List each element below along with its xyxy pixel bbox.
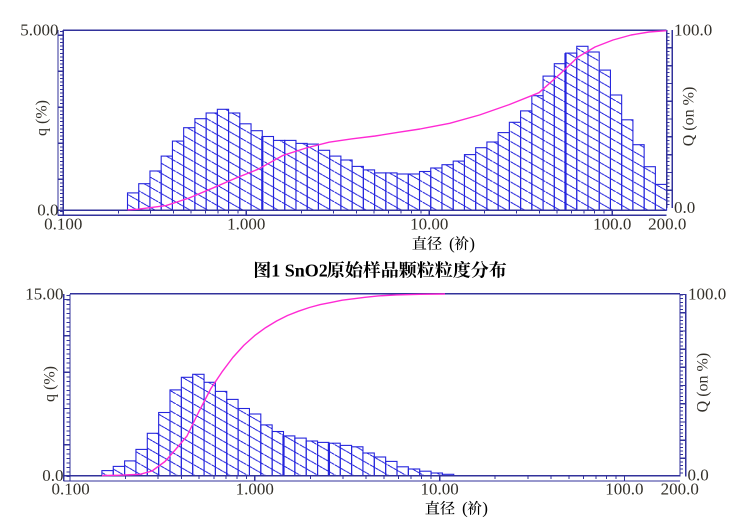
svg-text:100.0: 100.0 <box>674 21 712 40</box>
svg-text:(: ( <box>449 234 455 253</box>
svg-text:q (%): q (%) <box>41 366 58 402</box>
svg-text:): ) <box>482 499 488 518</box>
svg-text:1 SnO2: 1 SnO2 <box>271 260 328 280</box>
svg-text:Q (on %): Q (on %) <box>694 353 711 413</box>
svg-text:200.0: 200.0 <box>648 215 686 234</box>
svg-text:10.00: 10.00 <box>410 215 448 234</box>
svg-text:q (%): q (%) <box>33 100 50 136</box>
svg-text:0.0: 0.0 <box>37 201 58 220</box>
svg-text:): ) <box>469 234 475 253</box>
svg-text:0.100: 0.100 <box>44 215 82 234</box>
svg-text:0.0: 0.0 <box>674 198 695 217</box>
svg-text:1.000: 1.000 <box>236 480 274 499</box>
svg-text:15.00: 15.00 <box>25 284 63 303</box>
svg-text:200.0: 200.0 <box>661 480 699 499</box>
svg-text:100.0: 100.0 <box>605 480 643 499</box>
svg-text:100.0: 100.0 <box>593 215 631 234</box>
svg-text:0.0: 0.0 <box>42 466 63 485</box>
svg-text:100.0: 100.0 <box>688 285 726 304</box>
svg-text:(: ( <box>462 499 468 518</box>
svg-text:Q (on %): Q (on %) <box>681 87 698 147</box>
svg-text:0.0: 0.0 <box>688 466 709 485</box>
svg-text:10.00: 10.00 <box>420 480 458 499</box>
svg-text:0.100: 0.100 <box>51 480 89 499</box>
svg-text:1.000: 1.000 <box>227 215 265 234</box>
svg-text:5.000: 5.000 <box>20 21 58 40</box>
